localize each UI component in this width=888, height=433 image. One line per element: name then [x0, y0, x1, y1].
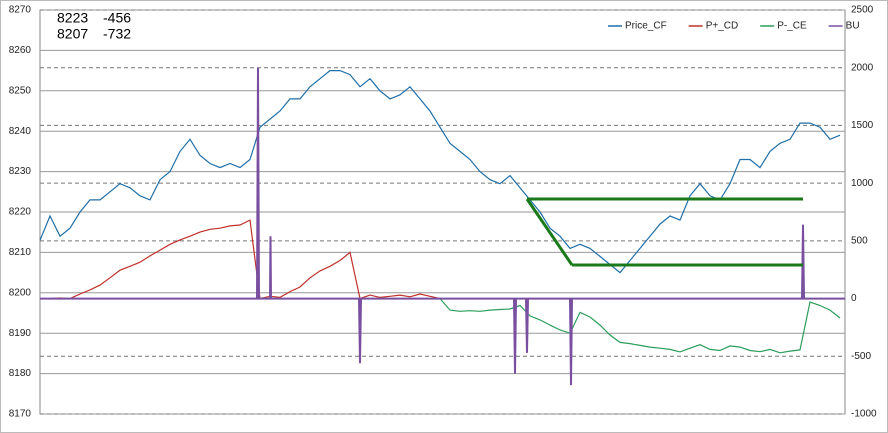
legend-label: P+_CD — [706, 21, 739, 32]
y2-tick-label: -500 — [851, 351, 871, 362]
y-tick-label: 8260 — [9, 45, 32, 56]
y2-tick-label: 500 — [851, 235, 868, 246]
y-tick-label: 8230 — [9, 166, 32, 177]
annotation: 8223 — [57, 10, 88, 26]
legend: Price_CF P+_CD P-_CE BU — [608, 21, 860, 32]
annotation: -456 — [103, 10, 131, 26]
y-tick-label: 8180 — [9, 368, 32, 379]
legend-label: P-_CE — [777, 21, 807, 32]
y-tick-label: 8220 — [9, 207, 32, 218]
series-line — [39, 70, 841, 274]
y2-tick-label: 1500 — [851, 120, 874, 131]
legend-label: BU — [846, 21, 860, 32]
annotation: -732 — [103, 26, 131, 42]
marks — [39, 67, 845, 386]
grid — [40, 9, 845, 415]
legend-label: Price_CF — [625, 21, 667, 32]
y-tick-label: 8250 — [9, 85, 32, 96]
series-line — [40, 219, 441, 300]
y-tick-label: 8240 — [9, 126, 32, 137]
series-line — [439, 298, 841, 354]
series-line — [40, 67, 845, 386]
price-levels — [525, 197, 803, 267]
annotation: 8207 — [57, 26, 88, 42]
trend-line — [525, 198, 574, 266]
y-tick-label: 8270 — [9, 5, 32, 16]
y2-tick-label: -1000 — [851, 409, 877, 420]
y-tick-label: 8170 — [9, 409, 32, 420]
y2-tick-label: 1000 — [851, 178, 874, 189]
y2-tick-label: 2500 — [851, 5, 874, 16]
y2-tick-label: 0 — [851, 293, 857, 304]
y-tick-label: 8200 — [9, 287, 32, 298]
y2-tick-label: 2000 — [851, 62, 874, 73]
y-tick-label: 8190 — [9, 328, 32, 339]
y-tick-label: 8210 — [9, 247, 32, 258]
